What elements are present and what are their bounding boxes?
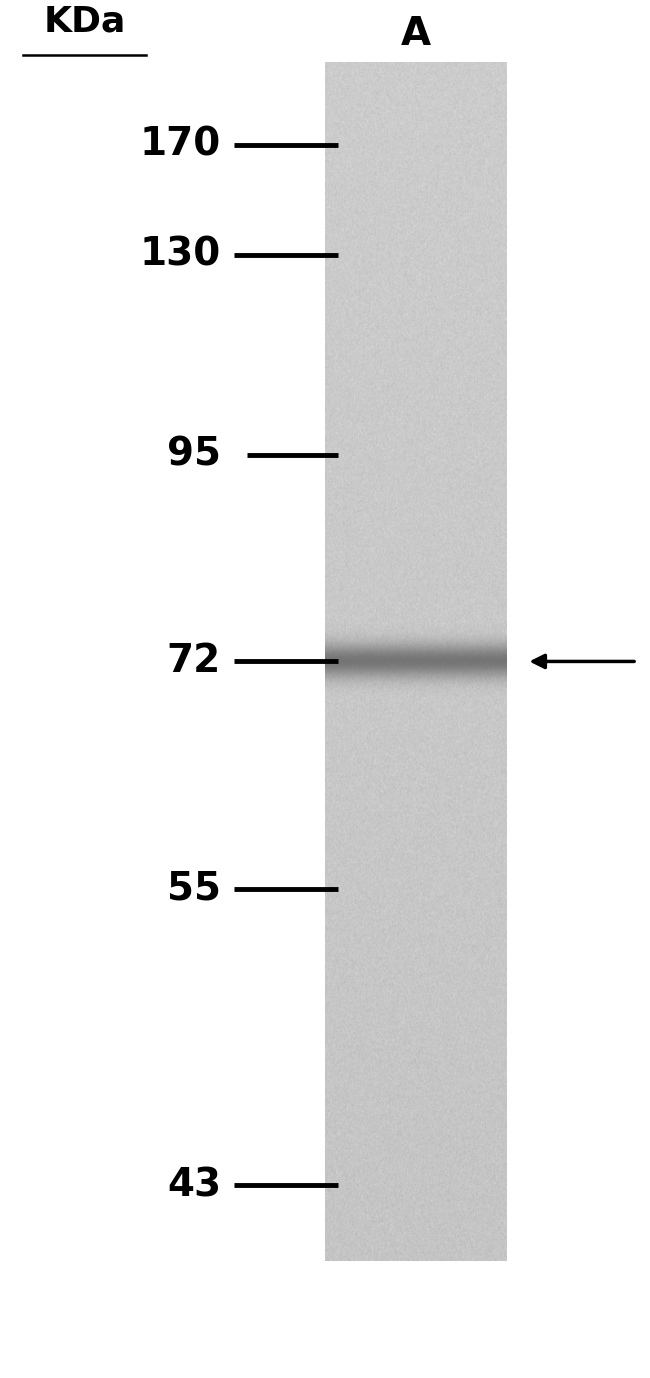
- Text: 72: 72: [167, 642, 221, 681]
- Text: A: A: [401, 15, 431, 54]
- Text: 130: 130: [140, 236, 221, 274]
- Text: KDa: KDa: [44, 4, 125, 39]
- Text: 55: 55: [167, 870, 221, 908]
- Text: 170: 170: [140, 125, 221, 164]
- Text: 95: 95: [167, 435, 221, 474]
- Text: 43: 43: [167, 1166, 221, 1204]
